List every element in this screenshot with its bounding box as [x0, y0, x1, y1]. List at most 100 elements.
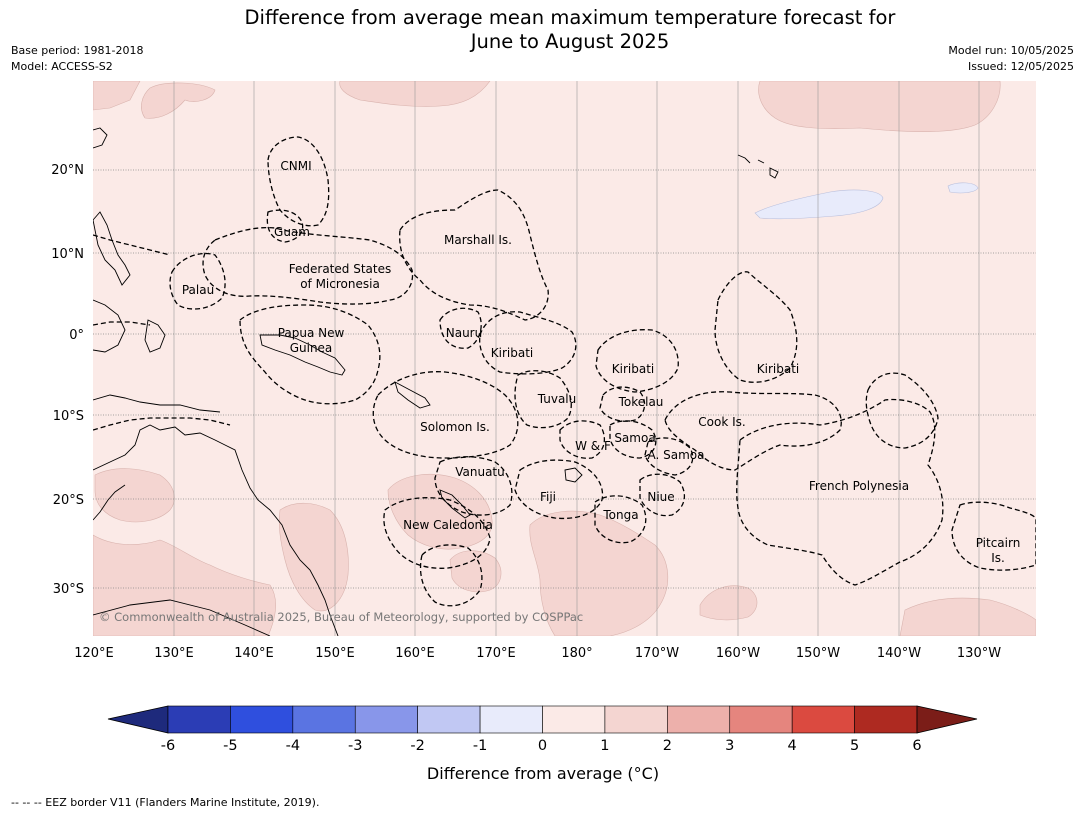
label-niue: Niue — [647, 490, 674, 504]
colorbar-cell — [542, 705, 606, 734]
label-cook: Cook Is. — [698, 415, 745, 429]
eez-kiribati-line — [714, 271, 798, 383]
lat-tick-labels: 20°N 10°N 0° 10°S 20°S 30°S — [51, 163, 84, 597]
coastlines — [93, 127, 779, 636]
eez-indonesia-north — [93, 321, 151, 326]
eez-fsm — [202, 226, 414, 305]
colorbar-tick: 0 — [538, 738, 547, 754]
eez-fiji — [514, 459, 604, 520]
lon-tick: 160°W — [716, 646, 760, 661]
eez-kiribati-phoenix — [595, 329, 679, 393]
lat-tick: 20°N — [51, 163, 84, 178]
title-line-2: June to August 2025 — [470, 30, 670, 53]
label-marshall: Marshall Is. — [444, 233, 512, 247]
colorbar-label: Difference from average (°C) — [427, 764, 659, 783]
lon-tick: 170°W — [635, 646, 679, 661]
colorbar-tick: -1 — [473, 738, 487, 754]
eez-guam — [266, 209, 304, 243]
model-run: Model run: 10/05/2025 — [948, 44, 1074, 57]
colorbar-cell — [479, 705, 543, 734]
base-period: Base period: 1981-2018 — [11, 44, 144, 57]
meta-left: Base period: 1981-2018 Model: ACCESS-S2 — [11, 43, 143, 75]
eez-tonga — [594, 495, 647, 544]
footnote: -- -- -- EEZ border V11 (Flanders Marine… — [11, 796, 320, 809]
australia-south-coast — [93, 599, 271, 636]
lon-tick: 130°W — [957, 646, 1001, 661]
lat-tick: 20°S — [53, 493, 84, 508]
lon-tick: 160°E — [395, 646, 435, 661]
new-guinea-coast — [259, 334, 346, 376]
taiwan-coast — [93, 127, 108, 149]
eez-tuvalu — [514, 370, 572, 429]
label-cnmi: CNMI — [280, 159, 311, 173]
patch-north-3 — [758, 81, 1001, 133]
patch-neg-1 — [754, 189, 884, 220]
eez-niue — [639, 473, 686, 517]
colorbar-ticks: -6 -5 -4 -3 -2 -1 0 1 2 3 4 5 6 — [161, 738, 922, 754]
eez-borders — [93, 136, 1036, 607]
label-png-1: Papua New — [278, 326, 345, 340]
label-png-2: Guinea — [290, 341, 333, 355]
lon-tick: 170°E — [476, 646, 516, 661]
label-new-caledonia: New Caledonia — [403, 518, 493, 532]
eez-png — [239, 304, 381, 405]
colorbar-cell — [604, 705, 668, 734]
colorbar-tick: -4 — [286, 738, 300, 754]
patch-nw — [93, 81, 141, 111]
australia-coast — [93, 424, 339, 636]
anomaly-neg-patches — [754, 182, 979, 220]
patch-south-1 — [449, 550, 502, 593]
fiji-coast — [564, 467, 583, 483]
title-line-1: Difference from average mean maximum tem… — [244, 6, 896, 29]
label-kiribati-west: Kiribati — [491, 346, 533, 360]
eez-marshall — [399, 189, 549, 321]
eez-marquesas — [865, 372, 939, 449]
colorbar: -6 -5 -4 -3 -2 -1 0 1 2 3 4 5 6 Difference from aver… — [107, 705, 978, 783]
borneo-coast — [93, 299, 126, 353]
eez-new-caledonia — [383, 497, 491, 569]
label-tuvalu: Tuvalu — [537, 392, 577, 406]
colorbar-extend-high — [916, 705, 978, 734]
label-vanuatu: Vanuatu — [455, 465, 505, 479]
model-name: Model: ACCESS-S2 — [11, 60, 113, 73]
colorbar-tick: 5 — [850, 738, 859, 754]
label-french-polynesia: French Polynesia — [809, 479, 909, 493]
lat-tick: 10°N — [51, 247, 84, 262]
colorbar-cell — [729, 705, 793, 734]
copyright-text: © Commonwealth of Australia 2025, Bureau… — [99, 610, 583, 624]
issued-date: Issued: 12/05/2025 — [967, 60, 1074, 73]
colorbar-cell — [417, 705, 481, 734]
colorbar-cell — [854, 705, 918, 734]
lon-tick: 140°W — [877, 646, 921, 661]
eez-samoa — [609, 420, 657, 459]
lat-tick: 10°S — [53, 409, 84, 424]
colorbar-tick: 4 — [788, 738, 797, 754]
colorbar-tick: -6 — [161, 738, 175, 754]
solomon-coast — [394, 381, 431, 409]
patch-new-caledonia — [387, 473, 493, 550]
colorbar-tick: 6 — [912, 738, 921, 754]
label-kiribati-phoenix: Kiribati — [612, 362, 654, 376]
colorbar-tick: 1 — [600, 738, 609, 754]
eez-tokelau — [599, 386, 646, 422]
label-solomon: Solomon Is. — [420, 420, 490, 434]
map-area: CNMI Guam Marshall Is. Federated States … — [93, 81, 1036, 636]
eez-pitcairn — [951, 501, 1036, 571]
patch-south-3 — [699, 585, 758, 621]
label-kiribati-line: Kiribati — [757, 362, 799, 376]
lon-tick-labels: 120°E 130°E 140°E 150°E 160°E 170°E 180°… — [74, 646, 1001, 661]
lon-tick: 140°E — [234, 646, 274, 661]
patch-south-4 — [899, 597, 1036, 636]
anomaly-1-2-patches — [93, 81, 1036, 636]
colorbar-tick: 3 — [725, 738, 734, 754]
lon-tick: 180° — [561, 646, 592, 661]
sulawesi-coast — [144, 319, 166, 353]
patch-nw-australia — [94, 468, 175, 523]
colorbar-tick: 2 — [663, 738, 672, 754]
label-pitcairn-1: Pitcairn — [976, 536, 1021, 550]
colorbar-tick: -3 — [348, 738, 362, 754]
lon-tick: 120°E — [74, 646, 114, 661]
eez-philippines — [93, 234, 171, 256]
label-american-samoa: A. Samoa — [648, 448, 705, 462]
